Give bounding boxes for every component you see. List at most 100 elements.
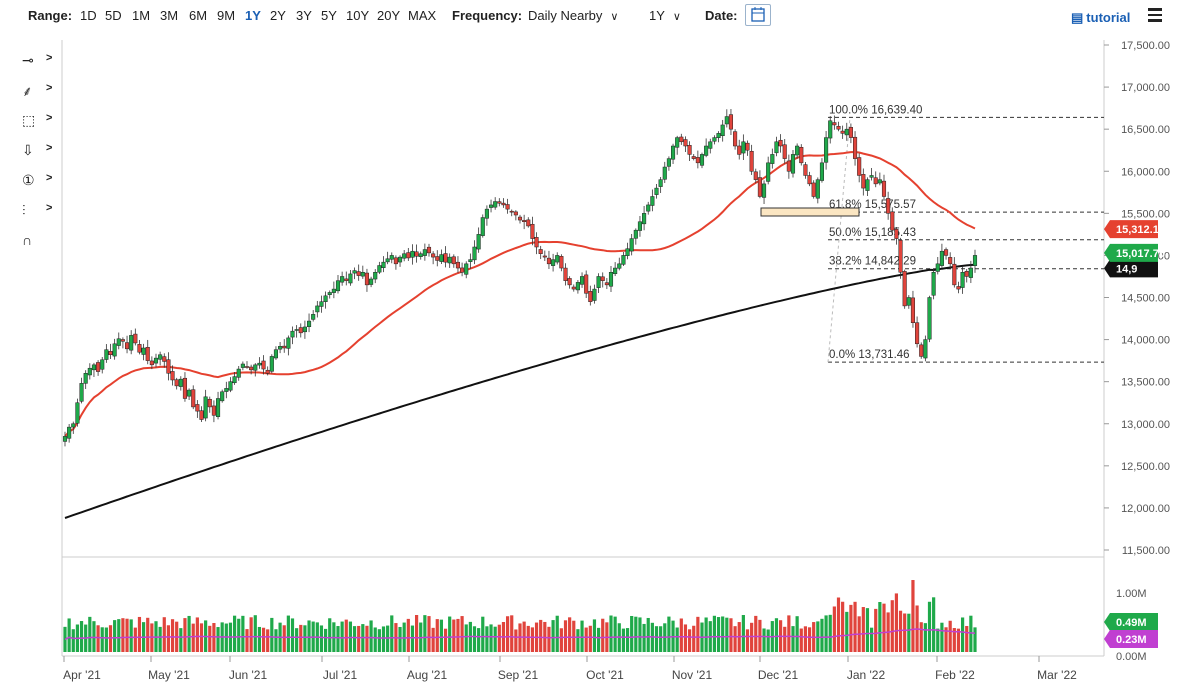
shape-tool-icon: ⬚	[22, 112, 36, 128]
volume-bar	[865, 608, 870, 652]
tutorial-link[interactable]: ▤ tutorial	[1071, 10, 1130, 26]
annotation-tool-button[interactable]: ① >	[18, 172, 58, 194]
volume-bar	[307, 620, 311, 652]
candle-body	[708, 141, 713, 149]
trendline-tool-button[interactable]: ⸙ >	[18, 82, 58, 104]
volume-bar	[137, 616, 142, 652]
candle-body	[662, 166, 667, 180]
range-3m[interactable]: 3M	[160, 8, 179, 23]
candle-body	[906, 297, 911, 306]
volume-bar	[940, 622, 944, 652]
volume-bar	[634, 616, 638, 652]
candle-body	[393, 257, 398, 265]
y-tick-label: 14,000.00	[1121, 335, 1170, 347]
candle-body	[191, 389, 196, 408]
volume-bar	[799, 628, 803, 652]
range-20y[interactable]: 20Y	[377, 8, 401, 23]
volume-bar	[874, 608, 878, 652]
range-1m[interactable]: 1M	[132, 8, 151, 23]
volume-bar	[435, 619, 439, 652]
candle-body	[799, 147, 804, 164]
fib-level-label: 0.0% 13,731.46	[829, 349, 910, 361]
volume-bar	[530, 627, 535, 652]
candle-body	[79, 383, 84, 402]
volume-bar	[551, 620, 555, 652]
volume-bar	[588, 625, 592, 652]
volume-bar	[601, 618, 605, 652]
range-6m[interactable]: 6M	[189, 8, 208, 23]
volume-bar	[890, 600, 894, 652]
volume-bar	[187, 615, 191, 652]
shape-tool-button[interactable]: ⬚ >	[18, 112, 58, 134]
range-3y[interactable]: 3Y	[296, 8, 312, 23]
range-10y[interactable]: 10Y	[346, 8, 370, 23]
arrow-tool-icon: ⇩	[22, 142, 34, 158]
candle-body	[124, 342, 130, 350]
candle-body	[894, 229, 899, 239]
arrow-tool-button[interactable]: ⇩ >	[18, 142, 58, 164]
candle-body	[852, 136, 858, 159]
range-5y[interactable]: 5Y	[321, 8, 337, 23]
period-select[interactable]: 1Y ∨	[649, 8, 681, 23]
crosshair-tool-button[interactable]: ⊸ >	[18, 52, 58, 74]
frequency-value: Daily Nearby	[528, 8, 603, 23]
range-5d[interactable]: 5D	[105, 8, 122, 23]
candle-body	[836, 125, 841, 130]
candle-body	[282, 345, 287, 349]
candle-body	[886, 198, 891, 214]
magnet-tool-button[interactable]: ∩	[18, 232, 58, 254]
volume-bar	[659, 626, 663, 652]
candle-body	[501, 202, 506, 206]
volume-bar	[807, 627, 812, 652]
candle-body	[865, 179, 870, 191]
range-1d[interactable]: 1D	[80, 8, 97, 23]
volume-bar	[456, 618, 460, 652]
volume-bar	[576, 629, 580, 652]
candle-body	[224, 388, 229, 392]
volume-bar	[721, 616, 725, 652]
candle-body	[786, 160, 791, 172]
range-2y[interactable]: 2Y	[270, 8, 286, 23]
date-picker-button[interactable]	[745, 4, 771, 26]
candle-body	[737, 145, 742, 155]
candle-body	[335, 280, 341, 292]
volume-bar	[952, 628, 956, 652]
candle-body	[414, 251, 419, 257]
candle-body	[695, 157, 700, 164]
candle-body	[778, 139, 783, 147]
volume-bar	[841, 601, 845, 652]
candle-body	[373, 272, 378, 280]
candle-body	[402, 253, 407, 259]
fibonacci-tool-button[interactable]: ⫶ >	[18, 202, 58, 224]
candle-body	[476, 234, 481, 250]
candle-body	[298, 327, 303, 334]
volume-bar	[919, 622, 923, 652]
range-1y[interactable]: 1Y	[245, 8, 261, 23]
frequency-select[interactable]: Daily Nearby ∨	[528, 8, 618, 23]
volume-bar	[88, 616, 92, 652]
candle-body	[712, 137, 717, 142]
x-tick-label: Aug '21	[407, 668, 448, 682]
candle-body	[509, 210, 514, 213]
candle-body	[174, 379, 179, 387]
range-9m[interactable]: 9M	[217, 8, 236, 23]
volume-bar	[750, 622, 754, 652]
volume-bar	[696, 616, 700, 652]
hamburger-menu-icon[interactable]	[1148, 8, 1162, 25]
volume-bar	[965, 625, 969, 652]
candle-body	[153, 357, 159, 364]
candle-body	[249, 366, 254, 371]
candle-body	[397, 256, 403, 263]
candle-body	[381, 261, 386, 268]
volume-bar	[936, 628, 940, 652]
chevron-down-icon: ∨	[672, 11, 681, 23]
svg-text:0.49M: 0.49M	[1116, 617, 1147, 629]
chevron-right-icon: >	[46, 202, 53, 214]
volume-bar	[729, 618, 733, 652]
candle-body	[265, 369, 270, 374]
volume-bar	[406, 618, 410, 652]
candle-body	[327, 292, 332, 295]
volume-bar	[104, 627, 108, 652]
range-max[interactable]: MAX	[408, 8, 437, 23]
